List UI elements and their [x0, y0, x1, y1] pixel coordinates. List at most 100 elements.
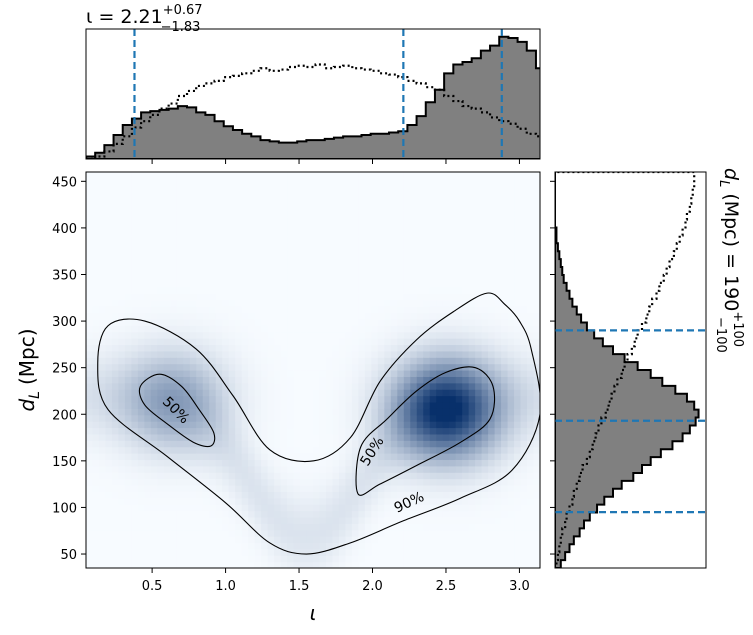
heatmap-cell: [189, 280, 197, 288]
heatmap-cell: [105, 286, 113, 294]
heatmap-cell: [92, 357, 100, 365]
heatmap-cell: [462, 548, 470, 556]
heatmap-cell: [338, 312, 347, 320]
heatmap-cell: [189, 331, 197, 339]
heatmap-cell: [371, 548, 379, 556]
heatmap-cell: [248, 414, 256, 422]
heatmap-cell: [111, 178, 120, 186]
heatmap-cell: [124, 536, 132, 544]
heatmap-cell: [325, 484, 334, 492]
heatmap-cell: [527, 223, 535, 231]
heatmap-cell: [293, 331, 301, 339]
heatmap-cell: [86, 255, 94, 263]
heatmap-cell: [86, 350, 94, 358]
heatmap-cell: [280, 370, 288, 377]
heatmap-cell: [157, 191, 165, 199]
heatmap-cell: [488, 178, 496, 186]
heatmap-cell: [228, 274, 236, 282]
heatmap-cell: [248, 389, 256, 397]
heatmap-cell: [319, 484, 327, 492]
heatmap-cell: [429, 318, 437, 326]
heatmap-cell: [157, 510, 165, 518]
heatmap-cell: [248, 216, 256, 224]
heatmap-cell: [131, 312, 139, 320]
heatmap-cell: [228, 197, 236, 205]
heatmap-cell: [202, 197, 210, 205]
heatmap-cell: [261, 172, 269, 179]
heatmap-cell: [248, 267, 256, 275]
heatmap-cell: [462, 203, 470, 211]
heatmap-cell: [533, 325, 540, 333]
heatmap-cell: [481, 242, 489, 250]
heatmap-cell: [267, 433, 275, 441]
contour-lines: [97, 292, 540, 555]
heatmap-cell: [98, 433, 107, 441]
heatmap-cell: [527, 357, 535, 365]
y-tick-label: 50: [60, 548, 77, 563]
heatmap-cell: [131, 523, 139, 531]
heatmap-cell: [332, 172, 340, 179]
heatmap-cell: [449, 542, 457, 550]
heatmap-cell: [144, 178, 152, 186]
heatmap-cell: [507, 331, 515, 339]
heatmap-cell: [202, 312, 210, 320]
heatmap-cell: [261, 478, 269, 486]
heatmap-cell: [325, 286, 334, 294]
heatmap-cell: [150, 350, 158, 358]
heatmap-cell: [345, 267, 353, 275]
heatmap-cell: [423, 433, 431, 441]
heatmap-cell: [241, 357, 249, 365]
heatmap-cell: [319, 325, 327, 333]
heatmap-cell: [241, 484, 249, 492]
heatmap-cell: [371, 344, 379, 352]
heatmap-cell: [338, 401, 347, 409]
heatmap-cell: [86, 325, 94, 333]
heatmap-cell: [397, 338, 405, 346]
heatmap-cell: [481, 293, 489, 301]
heatmap-cell: [390, 172, 398, 179]
heatmap-cell: [325, 395, 334, 403]
heatmap-cell: [274, 542, 282, 550]
heatmap-cell: [462, 235, 470, 243]
heatmap-cell: [351, 401, 359, 409]
heatmap-cell: [351, 178, 359, 186]
heatmap-cell: [98, 536, 107, 544]
heatmap-cell: [202, 389, 210, 397]
heatmap-cell: [124, 350, 132, 358]
heatmap-cell: [455, 229, 463, 237]
heatmap-cell: [462, 491, 470, 499]
heatmap-cell: [124, 516, 132, 524]
heatmap-cell: [196, 395, 204, 403]
heatmap-cell: [455, 318, 463, 326]
heatmap-cell: [475, 248, 483, 256]
heatmap-cell: [92, 172, 100, 179]
heatmap-cell: [176, 414, 184, 422]
heatmap-cell: [345, 338, 353, 346]
heatmap-cell: [228, 433, 236, 441]
heatmap-cell: [481, 280, 489, 288]
heatmap-cell: [150, 370, 158, 377]
heatmap-cell: [410, 293, 418, 301]
heatmap-cell: [241, 440, 249, 448]
heatmap-cell: [313, 318, 321, 326]
heatmap-cell: [157, 497, 165, 505]
heatmap-cell: [170, 484, 178, 492]
heatmap-cell: [468, 516, 476, 524]
heatmap-cell: [351, 191, 359, 199]
heatmap-cell: [209, 504, 217, 512]
heatmap-cell: [520, 510, 528, 518]
heatmap-cell: [494, 491, 502, 499]
heatmap-cell: [92, 401, 100, 409]
heatmap-cell: [436, 286, 444, 294]
heatmap-cell: [313, 178, 321, 186]
heatmap-cell: [358, 172, 366, 179]
heatmap-cell: [248, 408, 256, 416]
heatmap-cell: [410, 248, 418, 256]
heatmap-cell: [442, 293, 450, 301]
heatmap-cell: [137, 216, 145, 224]
heatmap-cell: [92, 542, 100, 550]
heatmap-cell: [455, 255, 463, 263]
heatmap-cell: [455, 497, 463, 505]
heatmap-cell: [280, 184, 288, 192]
heatmap-cell: [222, 446, 230, 454]
